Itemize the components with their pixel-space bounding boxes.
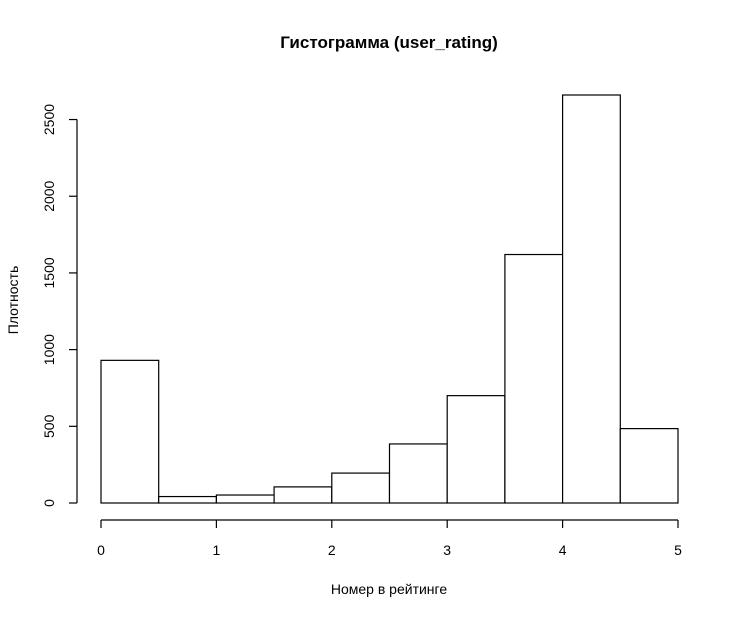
x-axis: 0 1 2 3 4 5 [97, 519, 682, 558]
histogram-bar-6 [446, 395, 506, 504]
y-tick-label: 2500 [41, 104, 57, 135]
histogram-bar-7 [504, 253, 564, 504]
y-axis-label: Плотность [5, 266, 21, 335]
chart-title: Гистограмма (user_rating) [280, 33, 498, 52]
bars [100, 94, 679, 504]
histogram-bar-5 [388, 443, 448, 504]
histogram-bar-4 [331, 472, 391, 504]
histogram-bar-3 [273, 486, 333, 504]
histogram-bar-0 [100, 359, 160, 504]
y-tick-label: 2000 [41, 180, 57, 211]
y-tick-label: 1500 [41, 257, 57, 288]
x-tick-label: 5 [674, 542, 682, 558]
histogram-bar-8 [561, 94, 621, 504]
y-axis: 0 500 1000 1500 2000 2500 [41, 104, 78, 507]
y-tick-label: 500 [41, 414, 57, 438]
x-tick-label: 2 [328, 542, 336, 558]
histogram-bar-1 [158, 495, 217, 504]
y-tick-label: 0 [41, 499, 57, 507]
x-tick-label: 0 [97, 542, 105, 558]
histogram-bar-2 [215, 494, 275, 504]
histogram-bar-9 [619, 428, 679, 504]
x-axis-label: Номер в рейтинге [331, 581, 447, 597]
x-tick-label: 4 [559, 542, 567, 558]
x-tick-label: 3 [443, 542, 451, 558]
y-tick-label: 1000 [41, 334, 57, 365]
x-tick-label: 1 [213, 542, 221, 558]
